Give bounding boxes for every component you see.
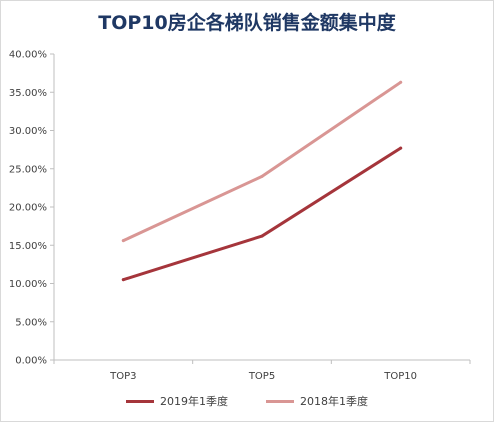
y-tick-label: 25.00%	[9, 164, 47, 175]
data-point-series-0	[260, 234, 264, 238]
y-tick-label: 15.00%	[9, 241, 47, 252]
legend-swatch-2018q1	[266, 399, 294, 403]
y-tick-label: 0.00%	[15, 356, 47, 367]
data-point-series-0	[399, 146, 403, 150]
legend-item-2019q1: 2019年1季度	[126, 393, 228, 409]
y-tick-label: 40.00%	[9, 50, 47, 61]
data-point-series-1	[260, 174, 264, 178]
chart-title: TOP10房企各梯队销售金额集中度	[98, 12, 396, 34]
y-tick-label: 35.00%	[9, 88, 47, 99]
series-line-0	[121, 146, 403, 282]
legend-item-2018q1: 2018年1季度	[266, 393, 368, 409]
y-tick-label: 20.00%	[9, 203, 47, 214]
data-point-series-1	[121, 239, 125, 243]
legend-label-2018q1: 2018年1季度	[300, 395, 368, 408]
data-point-series-0	[121, 278, 125, 282]
data-point-series-1	[399, 80, 403, 84]
y-tick-label: 30.00%	[9, 126, 47, 137]
chart-legend: 2019年1季度 2018年1季度	[0, 393, 494, 409]
y-tick-label: 5.00%	[15, 317, 47, 328]
legend-swatch-2019q1	[126, 399, 154, 403]
x-tick-label: TOP5	[248, 371, 275, 382]
y-tick-label: 10.00%	[9, 279, 47, 290]
series-line-1	[121, 80, 403, 243]
legend-label-2019q1: 2019年1季度	[160, 395, 228, 408]
x-tick-label: TOP10	[383, 371, 417, 382]
x-tick-label: TOP3	[109, 371, 136, 382]
